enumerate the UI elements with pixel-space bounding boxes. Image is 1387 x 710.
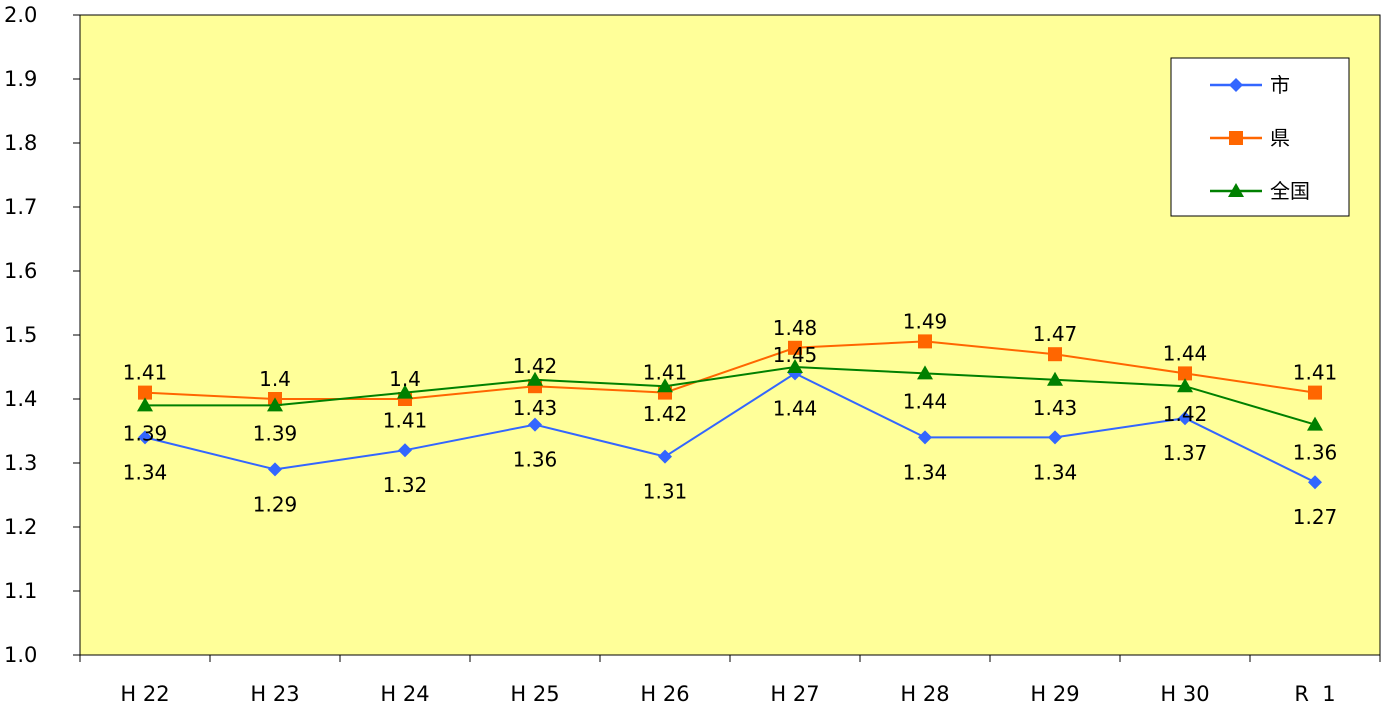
- plot-area: [79, 14, 1381, 656]
- data-label: 1.41: [383, 409, 428, 433]
- data-point: [1177, 378, 1193, 393]
- data-label: 1.36: [1293, 441, 1338, 465]
- x-tick-label: H 24: [380, 682, 429, 706]
- y-tick-label: 1.2: [4, 515, 37, 539]
- y-tick-label: 1.4: [4, 387, 37, 411]
- data-label: 1.41: [123, 361, 168, 385]
- x-tick-label: H 22: [120, 682, 169, 706]
- data-label: 1.44: [1163, 341, 1208, 365]
- data-label: 1.43: [1033, 396, 1078, 420]
- legend-label: 全国: [1270, 179, 1310, 203]
- data-point: [398, 443, 412, 458]
- y-tick-label: 2.0: [4, 3, 37, 27]
- y-tick-label: 1.3: [4, 451, 37, 475]
- data-label: 1.39: [253, 421, 298, 445]
- data-point: [657, 378, 673, 393]
- legend: 市 県 全国: [1170, 57, 1350, 217]
- x-tick-label: H 23: [250, 682, 299, 706]
- data-label: 1.29: [253, 492, 298, 516]
- triangle-marker-icon: [1228, 183, 1244, 197]
- data-label: 1.42: [1163, 402, 1208, 426]
- data-label: 1.42: [643, 402, 688, 426]
- data-point: [1178, 366, 1192, 381]
- series-layer: [137, 334, 1323, 490]
- y-tick-label: 1.8: [4, 131, 37, 155]
- data-point: [918, 430, 932, 445]
- data-point: [1048, 347, 1062, 362]
- data-point: [1178, 411, 1192, 426]
- data-point: [787, 359, 803, 373]
- series-line: [144, 372, 1316, 484]
- legend-label: 市: [1270, 73, 1290, 97]
- data-point: [1308, 385, 1322, 400]
- data-label: 1.45: [773, 343, 818, 367]
- data-label: 1.34: [123, 460, 168, 484]
- diamond-marker-icon: [1229, 78, 1243, 92]
- data-point: [138, 430, 152, 445]
- x-tick-label: H 28: [900, 682, 949, 706]
- data-label: 1.43: [513, 396, 558, 420]
- y-tick-label: 1.9: [4, 67, 37, 91]
- data-point: [528, 417, 542, 432]
- x-tick-label: H 27: [770, 682, 819, 706]
- data-label: 1.39: [123, 421, 168, 445]
- data-label: 1.31: [643, 480, 688, 504]
- legend-label: 県: [1270, 126, 1290, 150]
- data-point: [138, 385, 152, 400]
- data-point: [788, 340, 802, 355]
- data-point: [917, 365, 933, 380]
- x-tick-label: H 30: [1160, 682, 1209, 706]
- data-label: 1.49: [903, 309, 948, 333]
- x-tick-label: R 1: [1294, 682, 1335, 706]
- data-label: 1.48: [773, 316, 818, 340]
- x-tick-label: H 26: [640, 682, 689, 706]
- data-point: [658, 449, 672, 464]
- square-marker-icon: [1229, 131, 1243, 145]
- data-label: 1.34: [1033, 460, 1078, 484]
- data-label: 1.27: [1293, 505, 1338, 529]
- y-axis: 1.0 1.1 1.2 1.3 1.4 1.5 1.6 1.7 1.8 1.9 2.0: [4, 3, 80, 667]
- data-point: [267, 397, 283, 412]
- data-label: 1.4: [259, 367, 291, 391]
- data-point: [1307, 416, 1323, 431]
- x-tick-label: H 25: [510, 682, 559, 706]
- data-label: 1.42: [513, 354, 558, 378]
- y-tick-label: 1.1: [4, 579, 37, 603]
- data-point: [1308, 475, 1322, 490]
- data-label: 1.37: [1163, 441, 1208, 465]
- legend-item-national: 全国: [1210, 179, 1310, 203]
- data-point: [137, 397, 153, 412]
- data-label: 1.4: [389, 367, 421, 391]
- data-point: [268, 462, 282, 477]
- data-point: [1047, 371, 1063, 386]
- data-label: 1.44: [773, 396, 818, 420]
- x-axis: H 22 H 23 H 24 H 25 H 26 H 27 H 28 H 29 H 30 R 1: [79, 655, 1381, 706]
- data-label: 1.32: [383, 473, 428, 497]
- data-point: [1048, 430, 1062, 445]
- y-tick-label: 1.0: [4, 643, 37, 667]
- y-tick-label: 1.7: [4, 195, 37, 219]
- data-point: [527, 371, 543, 386]
- data-label: 1.41: [643, 361, 688, 385]
- data-label: 1.34: [903, 460, 948, 484]
- data-label: 1.44: [903, 389, 948, 413]
- y-tick-label: 1.5: [4, 323, 37, 347]
- x-tick-label: H 29: [1030, 682, 1079, 706]
- data-label: 1.36: [513, 448, 558, 472]
- data-label-layer: 1.41 1.4 1.4 1.42 1.41 1.48 1.49 1.47 1.44 1.41 1.…: [123, 309, 1338, 529]
- data-point: [918, 334, 932, 349]
- legend-item-city: 市: [1210, 73, 1290, 97]
- data-label: 1.47: [1033, 322, 1078, 346]
- y-tick-label: 1.6: [4, 259, 37, 283]
- series-line: [145, 365, 1316, 426]
- data-point: [397, 384, 413, 399]
- legend-item-prefecture: 県: [1210, 126, 1290, 150]
- data-label: 1.41: [1293, 361, 1338, 385]
